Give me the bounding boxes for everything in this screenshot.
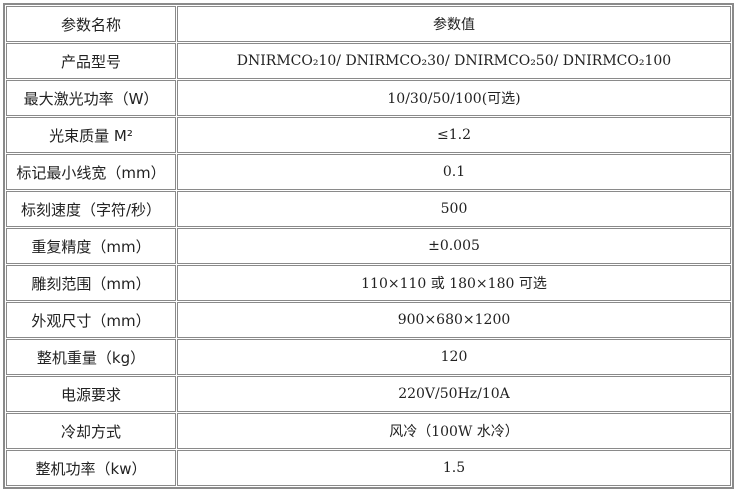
table-row: 标记最小线宽（mm） 0.1: [6, 154, 731, 190]
param-name: 雕刻范围（mm）: [6, 265, 176, 301]
table-row: 产品型号 DNIRMCO₂10/ DNIRMCO₂30/ DNIRMCO₂50/ …: [6, 43, 731, 79]
table-row: 电源要求 220V/50Hz/10A: [6, 376, 731, 412]
spec-table: 参数名称 参数值 产品型号 DNIRMCO₂10/ DNIRMCO₂30/ DNI…: [3, 3, 734, 489]
param-value: 500: [177, 191, 731, 227]
table-row: 外观尺寸（mm） 900×680×1200: [6, 302, 731, 338]
param-name: 产品型号: [6, 43, 176, 79]
table-row: 雕刻范围（mm） 110×110 或 180×180 可选: [6, 265, 731, 301]
param-value: 1.5: [177, 450, 731, 486]
param-value: 0.1: [177, 154, 731, 190]
table-row: 整机重量（kg） 120: [6, 339, 731, 375]
table-row: 冷却方式 风冷（100W 水冷）: [6, 413, 731, 449]
param-value: 900×680×1200: [177, 302, 731, 338]
param-name: 标刻速度（字符/秒）: [6, 191, 176, 227]
param-value: 风冷（100W 水冷）: [177, 413, 731, 449]
param-value: 110×110 或 180×180 可选: [177, 265, 731, 301]
param-name: 整机重量（kg）: [6, 339, 176, 375]
param-name: 冷却方式: [6, 413, 176, 449]
param-value: 120: [177, 339, 731, 375]
param-name: 标记最小线宽（mm）: [6, 154, 176, 190]
table-header-row: 参数名称 参数值: [6, 6, 731, 42]
param-name: 整机功率（kw）: [6, 450, 176, 486]
param-name: 电源要求: [6, 376, 176, 412]
param-value: DNIRMCO₂10/ DNIRMCO₂30/ DNIRMCO₂50/ DNIR…: [177, 43, 731, 79]
header-name: 参数名称: [6, 6, 176, 42]
header-value: 参数值: [177, 6, 731, 42]
table-row: 最大激光功率（W） 10/30/50/100(可选): [6, 80, 731, 116]
table-row: 重复精度（mm） ±0.005: [6, 228, 731, 264]
param-value: 220V/50Hz/10A: [177, 376, 731, 412]
table-row: 光束质量 M² ≤1.2: [6, 117, 731, 153]
table-row: 标刻速度（字符/秒） 500: [6, 191, 731, 227]
table-row: 整机功率（kw） 1.5: [6, 450, 731, 486]
param-value: ±0.005: [177, 228, 731, 264]
param-value: 10/30/50/100(可选): [177, 80, 731, 116]
param-name: 重复精度（mm）: [6, 228, 176, 264]
param-name: 最大激光功率（W）: [6, 80, 176, 116]
param-name: 外观尺寸（mm）: [6, 302, 176, 338]
param-name: 光束质量 M²: [6, 117, 176, 153]
param-value: ≤1.2: [177, 117, 731, 153]
